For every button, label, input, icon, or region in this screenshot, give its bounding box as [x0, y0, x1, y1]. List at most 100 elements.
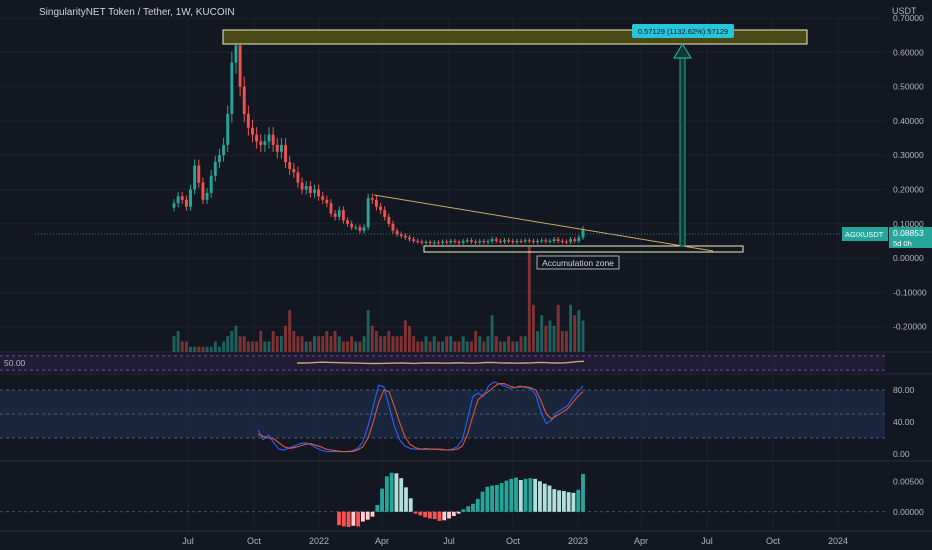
- histogram-bar: [528, 478, 533, 512]
- price-tick-label: 0.70000: [893, 13, 924, 23]
- volume-bar: [428, 341, 432, 352]
- histogram-bar: [394, 473, 399, 512]
- histogram-bar: [547, 485, 552, 512]
- stoch-tick-label: 0.00: [893, 449, 910, 459]
- price-tick-label: 0.60000: [893, 47, 924, 57]
- histogram-bar: [514, 477, 518, 512]
- histogram-bar: [480, 491, 485, 512]
- volume-bar: [267, 341, 271, 352]
- histogram-bar: [389, 472, 394, 512]
- histogram-bar: [566, 492, 571, 512]
- histogram-tick-label: 0.00000: [893, 507, 924, 517]
- price-candle: [436, 242, 440, 244]
- price-tick-label: 0.30000: [893, 150, 924, 160]
- price-candle: [478, 240, 482, 243]
- volume-bar: [189, 346, 192, 352]
- price-candle: [503, 240, 506, 242]
- price-candle: [494, 239, 498, 241]
- volume-bar: [321, 336, 325, 352]
- price-candle: [486, 241, 490, 243]
- price-tick-label: -0.20000: [893, 322, 927, 332]
- volume-bar: [296, 336, 300, 352]
- volume-bar: [515, 341, 519, 352]
- price-candle: [420, 241, 424, 243]
- price-candle: [560, 240, 564, 242]
- volume-bar: [226, 336, 230, 352]
- volume-bar: [366, 310, 370, 352]
- price-candle: [238, 45, 242, 87]
- volume-bar: [176, 331, 180, 352]
- time-tick-label: 2022: [309, 536, 329, 546]
- price-candle: [490, 239, 494, 242]
- price-candle: [308, 186, 312, 193]
- price-candle: [313, 189, 316, 193]
- volume-bar: [333, 331, 337, 352]
- price-candle: [279, 144, 283, 152]
- volume-bar: [263, 341, 267, 352]
- histogram-bar: [561, 491, 566, 512]
- price-candle: [416, 240, 420, 242]
- time-tick-label: Jul: [701, 536, 713, 546]
- volume-bar: [197, 346, 201, 352]
- histogram-bar: [456, 511, 461, 514]
- price-candle: [251, 127, 254, 135]
- volume-bar: [486, 336, 490, 352]
- price-candle: [296, 172, 300, 183]
- volume-bar: [465, 341, 469, 352]
- price-candle: [184, 199, 188, 207]
- price-candle: [242, 86, 246, 115]
- volume-bar: [300, 336, 304, 352]
- volume-bar: [527, 247, 531, 352]
- price-candle: [354, 227, 358, 229]
- volume-bar: [432, 336, 436, 352]
- price-candle: [317, 189, 321, 197]
- rsi-line: [296, 360, 585, 365]
- histogram-bar: [413, 511, 418, 514]
- price-candle: [333, 213, 337, 217]
- volume-bar: [441, 341, 444, 352]
- stoch-tick-label: 80.00: [893, 385, 915, 395]
- volume-bar: [292, 331, 296, 352]
- time-tick-label: 2024: [828, 536, 848, 546]
- volume-bar: [358, 341, 362, 352]
- price-tag-bg: [889, 227, 932, 248]
- price-candle: [325, 199, 329, 204]
- volume-bar: [453, 341, 457, 352]
- histogram-bar: [538, 481, 542, 512]
- volume-bar: [391, 336, 395, 352]
- price-candle: [498, 240, 502, 242]
- price-candle: [577, 237, 581, 241]
- volume-bar: [395, 336, 399, 352]
- histogram-bar: [384, 476, 389, 512]
- volume-bar: [565, 331, 568, 352]
- price-candle: [288, 162, 292, 169]
- stoch-d-line: [257, 383, 584, 453]
- price-candle: [267, 134, 271, 142]
- time-tick-label: Jul: [182, 536, 194, 546]
- price-candle: [445, 241, 449, 243]
- volume-bar: [255, 341, 259, 352]
- target-arrow-head: [672, 42, 693, 59]
- volume-bar: [523, 336, 527, 352]
- histogram-bar: [571, 492, 576, 512]
- volume-bar: [234, 325, 238, 352]
- price-tick-label: 0.00000: [893, 253, 924, 263]
- price-candle: [374, 199, 378, 207]
- histogram-bar: [557, 490, 561, 512]
- price-candle: [556, 239, 560, 241]
- volume-bar: [184, 341, 188, 352]
- volume-bar: [544, 325, 548, 352]
- price-candle: [391, 223, 395, 231]
- time-tick-label: Oct: [247, 536, 262, 546]
- histogram-bar: [337, 511, 341, 526]
- price-tick-label: 0.50000: [893, 82, 924, 92]
- histogram-bar: [518, 480, 523, 512]
- price-candle: [453, 240, 457, 242]
- price-candle: [395, 230, 399, 235]
- price-candle: [246, 114, 250, 128]
- price-candle: [329, 203, 333, 214]
- histogram-bar: [404, 487, 408, 512]
- volume-bar: [172, 336, 176, 352]
